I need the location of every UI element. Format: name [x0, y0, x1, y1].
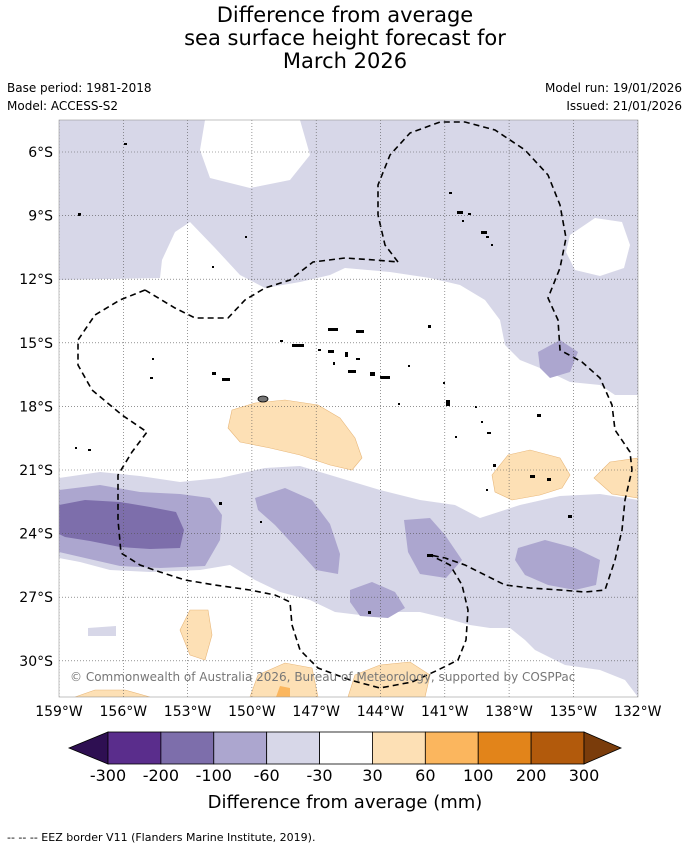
- chart-title: Difference from average sea surface heig…: [0, 4, 690, 73]
- base-period: Base period: 1981-2018: [7, 81, 152, 95]
- colorbar-over-arrow: [583, 731, 623, 765]
- contour-pos30-bottom-left: [74, 689, 151, 697]
- lon-tick-label: 159°W: [35, 704, 83, 720]
- contour-neg60-southeast: [515, 540, 600, 590]
- colorbar-tick-label: 200: [515, 766, 547, 785]
- colorbar-segment: [372, 731, 426, 765]
- contour-neg60-east: [538, 340, 578, 378]
- lon-tick-label: 138°W: [485, 704, 533, 720]
- lon-tick-label: 135°W: [550, 704, 598, 720]
- gridlines: [59, 120, 638, 697]
- contour-neg100-southwest: [59, 500, 184, 549]
- colorbar-tick-label: 300: [568, 766, 600, 785]
- white-gap-north: [200, 120, 310, 188]
- lat-tick-label: 15°S: [19, 336, 53, 352]
- model-run-date: Model run: 19/01/2026: [544, 81, 682, 95]
- lat-tick-label: 9°S: [28, 209, 53, 225]
- lon-tick-label: 132°W: [614, 704, 662, 720]
- islands: [75, 143, 572, 614]
- colorbar-tick-label: -300: [89, 766, 127, 785]
- lon-tick-label: 147°W: [292, 704, 340, 720]
- title-line-2: sea surface height forecast for: [184, 26, 506, 50]
- colorbar-segment: [319, 731, 373, 765]
- run-info: Model run: 19/01/2026 Issued: 21/01/2026: [545, 79, 682, 115]
- title-line-1: Difference from average: [216, 3, 474, 27]
- colorbar-segment: [530, 731, 585, 765]
- contour-pos30-central: [227, 399, 363, 471]
- title-line-3: March 2026: [282, 49, 408, 73]
- lat-tick-label: 27°S: [19, 590, 53, 606]
- colorbar-tick-label: 100: [462, 766, 494, 785]
- colorbar-tick-label: -60: [253, 766, 280, 785]
- colorbar-segment: [107, 731, 162, 765]
- contour-pos30-southwest: [179, 609, 213, 661]
- lat-tick-label: 24°S: [19, 527, 53, 543]
- contour-neg60-south-middle: [350, 582, 405, 618]
- lat-tick-label: 18°S: [19, 399, 53, 415]
- lat-tick-label: 30°S: [19, 654, 53, 670]
- contour-neg60-central: [255, 488, 340, 574]
- colorbar-segment: [266, 731, 320, 765]
- colorbar-segment: [213, 731, 268, 765]
- colorbar-tick-label: 30: [362, 766, 383, 785]
- contour-pos30-bottom-middle: [249, 662, 319, 697]
- colorbar-tick-label: -200: [142, 766, 180, 785]
- eez-legend-note: -- -- -- EEZ border V11 (Flanders Marine…: [7, 831, 316, 844]
- copyright-notice: © Commonwealth of Australia 2026, Bureau…: [70, 670, 575, 684]
- latitude-tick-labels: 6°S 9°S 12°S 15°S 18°S 21°S 24°S 27°S 30°S: [19, 145, 53, 670]
- map-plot-area: © Commonwealth of Australia 2026, Bureau…: [59, 120, 638, 697]
- colorbar-segment: [160, 731, 215, 765]
- contour-neg30-north: [59, 120, 638, 395]
- lon-tick-label: 141°W: [421, 704, 469, 720]
- colorbar-segment: [477, 731, 532, 765]
- colorbar-tick-label: -30: [306, 766, 333, 785]
- eez-border-east: [377, 121, 633, 593]
- lat-tick-label: 12°S: [19, 272, 53, 288]
- colorbar-title: Difference from average (mm): [207, 792, 483, 813]
- colorbar-tick-label: -100: [195, 766, 232, 785]
- model-name: Model: ACCESS-S2: [7, 99, 119, 113]
- contour-pos60-bottom: [276, 686, 290, 697]
- colorbar-tick-label: 60: [415, 766, 436, 785]
- model-info: Base period: 1981-2018 Model: ACCESS-S2: [7, 79, 152, 115]
- lon-tick-label: 150°W: [228, 704, 276, 720]
- colorbar-under-arrow: [67, 731, 109, 765]
- issued-date: Issued: 21/01/2026: [566, 99, 682, 113]
- longitude-tick-labels: 159°W 156°W 153°W 150°W 147°W 144°W 141°W 138°W…: [35, 704, 661, 720]
- contour-neg30-small-patch: [88, 626, 116, 636]
- lon-tick-label: 153°W: [164, 704, 212, 720]
- contour-pos30-bottom-right: [347, 661, 431, 697]
- lon-tick-label: 156°W: [100, 704, 148, 720]
- map-frame: [58, 119, 639, 698]
- lon-tick-label: 144°W: [357, 704, 405, 720]
- lat-tick-label: 21°S: [19, 463, 53, 479]
- colorbar-segment: [424, 731, 479, 765]
- white-gap-east: [566, 218, 630, 276]
- colorbar: [67, 731, 623, 765]
- lat-tick-label: 6°S: [28, 145, 53, 161]
